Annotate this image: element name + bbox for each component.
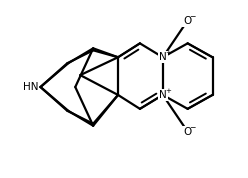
Text: −: −: [189, 123, 196, 132]
Text: O: O: [184, 127, 192, 137]
Text: O: O: [184, 15, 192, 25]
Text: +: +: [165, 50, 171, 56]
Text: −: −: [189, 12, 196, 21]
Text: +: +: [165, 88, 171, 94]
Text: N: N: [159, 52, 167, 62]
Text: N: N: [159, 90, 167, 100]
Text: HN: HN: [23, 82, 38, 92]
